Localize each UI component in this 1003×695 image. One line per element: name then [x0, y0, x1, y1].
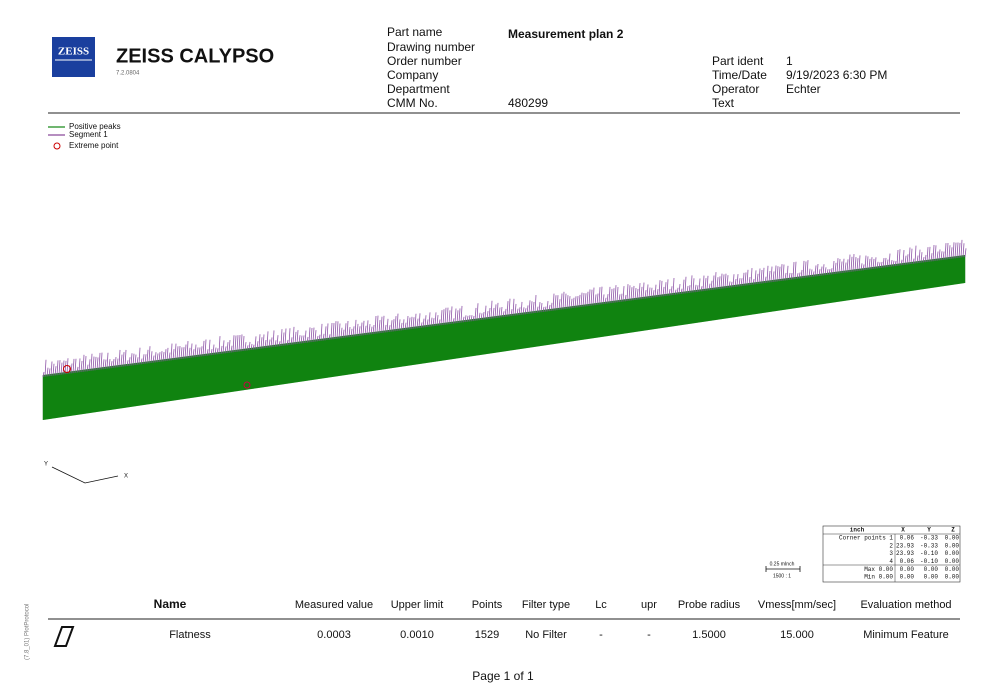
corner-cell: 0.00: [945, 550, 960, 557]
corner-cell: 23.93: [896, 542, 914, 549]
corner-header: Y: [927, 527, 931, 534]
results-cell: 0.0010: [400, 629, 434, 641]
field-label: Drawing number: [387, 40, 475, 54]
corner-cell: 0.00: [900, 574, 915, 581]
corner-cell: 3: [889, 550, 893, 557]
field-label: Part ident: [712, 54, 764, 68]
field-value: 1: [786, 54, 793, 68]
corner-header: X: [901, 527, 905, 534]
logo-box: [52, 37, 95, 77]
results-cell: 1529: [475, 629, 499, 641]
extreme-point: [243, 381, 251, 389]
field-value: Echter: [786, 82, 821, 96]
results-header: Points: [472, 599, 503, 611]
header-fields: Part name Measurement plan 2 Drawing numbe…: [387, 25, 887, 110]
legend-label: Positive peaks: [69, 122, 121, 131]
scale-length: 0.25 mInch: [770, 561, 795, 567]
surface-stripes: [42, 255, 966, 420]
field-label: Company: [387, 68, 438, 82]
corner-cell: -0.10: [920, 558, 938, 565]
field-label: Text: [712, 96, 735, 110]
results-cell: No Filter: [525, 629, 567, 641]
corner-cell: 0.00: [945, 558, 960, 565]
corner-cell: 0.00: [924, 574, 939, 581]
results-header: Measured value: [295, 599, 373, 611]
axis-label: Y: [44, 462, 48, 468]
field-label: Department: [387, 82, 450, 96]
corner-cell: 0.00: [945, 542, 960, 549]
corner-cell: 2: [889, 542, 893, 549]
legend-label: Extreme point: [69, 141, 119, 150]
positive-peaks: [42, 239, 967, 378]
corner-header: inch: [850, 527, 865, 534]
corner-cell: -0.10: [920, 550, 938, 557]
extreme-point: [63, 365, 71, 373]
field-value: 480299: [508, 96, 548, 110]
side-note: (7.8_01) PlotProtocol: [25, 604, 31, 660]
corner-cell: 0.00: [945, 574, 960, 581]
corner-cell: 0.06: [900, 558, 915, 565]
corner-header: Z: [951, 527, 955, 534]
corner-cell: 4: [889, 558, 893, 565]
results-cell: 0.0003: [317, 629, 351, 641]
corner-cell: 0.06: [900, 535, 915, 542]
surface-band: [43, 255, 965, 420]
corner-cell: Max 0.00: [864, 566, 893, 573]
results-header: Upper limit: [391, 599, 444, 611]
field-value: 9/19/2023 6:30 PM: [786, 68, 887, 82]
results-header: Vmess[mm/sec]: [758, 599, 836, 611]
axis-label: X: [124, 474, 128, 480]
field-label: Operator: [712, 82, 759, 96]
legend-marker: [53, 142, 61, 150]
results-header: Probe radius: [678, 599, 741, 611]
version: 7.2.0804: [116, 71, 140, 77]
results-cell: 15.000: [780, 629, 814, 641]
corner-cell: Min 0.00: [864, 574, 893, 581]
results-table: Name Measured value Upper limit Points Filte…: [154, 597, 952, 641]
results-header: Filter type: [522, 599, 570, 611]
results-cell: -: [599, 629, 603, 641]
flatness-icon: [53, 626, 75, 647]
legend-label: Segment 1: [69, 130, 108, 139]
corner-table: [822, 525, 961, 583]
scale-ratio: 1500 : 1: [773, 573, 791, 579]
corner-cell: Corner points 1: [839, 535, 893, 542]
results-header: upr: [641, 599, 657, 611]
field-value: Measurement plan 2: [508, 27, 624, 41]
corner-cell: -0.33: [920, 535, 938, 542]
results-cell: -: [647, 629, 651, 641]
field-label: Time/Date: [712, 68, 767, 82]
axis-glyph: [51, 466, 119, 484]
results-cell: 1.5000: [692, 629, 726, 641]
flatness-plot: [42, 239, 967, 420]
results-cell: Minimum Feature: [863, 629, 949, 641]
product-name: ZEISS CALYPSO: [116, 45, 274, 67]
corner-cell: 0.00: [900, 566, 915, 573]
corner-cell: 0.00: [945, 566, 960, 573]
field-label: Part name: [387, 25, 443, 39]
results-header: Lc: [595, 599, 607, 611]
corner-cell: 0.00: [924, 566, 939, 573]
field-label: CMM No.: [387, 96, 438, 110]
field-label: Order number: [387, 54, 462, 68]
page-number: Page 1 of 1: [472, 669, 534, 683]
corner-cell: 23.93: [896, 550, 914, 557]
results-header: Name: [154, 597, 187, 611]
results-cell: Flatness: [169, 629, 211, 641]
corner-table-cells: inch X Y Z Corner points 1 0.06 -0.33 0.00 2 23.9…: [839, 527, 959, 581]
results-header: Evaluation method: [860, 599, 951, 611]
corner-cell: -0.33: [920, 542, 938, 549]
corner-cell: 0.00: [945, 535, 960, 542]
logo-text: ZEISS: [58, 46, 89, 58]
